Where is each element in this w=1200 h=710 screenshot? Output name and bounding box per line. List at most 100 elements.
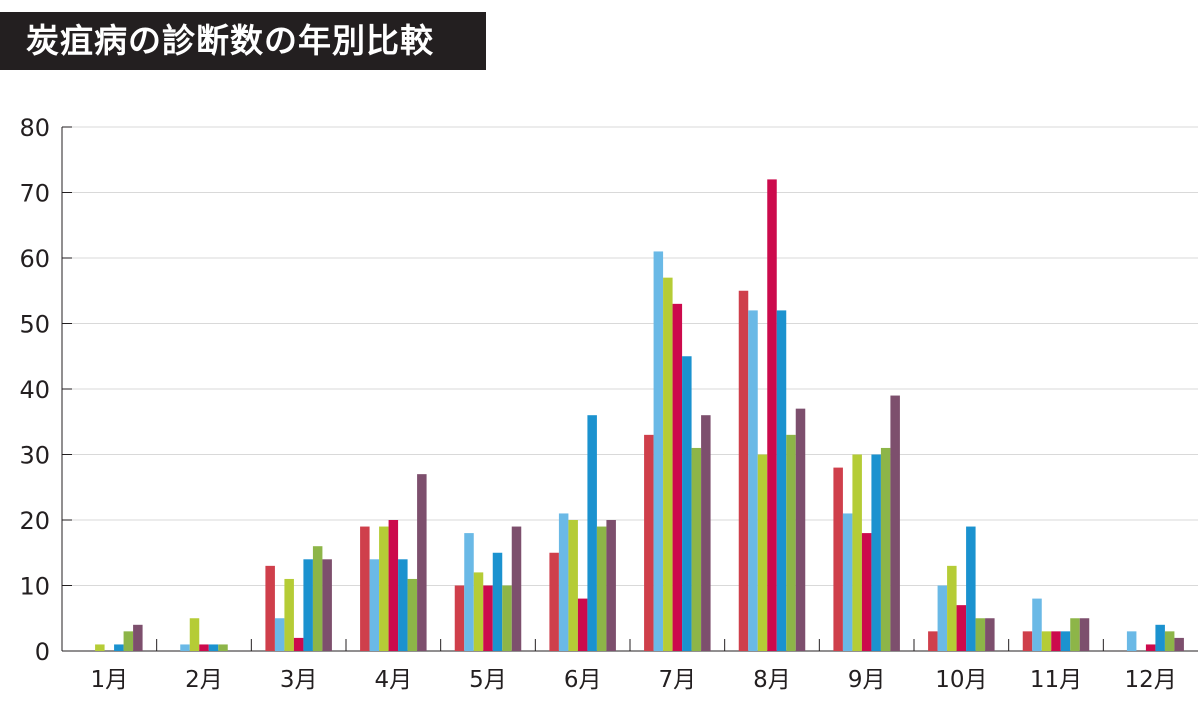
chart-title: 炭疽病の診断数の年別比較 (0, 12, 486, 70)
bar-series-4-11月 (1051, 631, 1061, 651)
bar-series-1-7月 (644, 434, 654, 651)
bar-series-5-3月 (303, 559, 313, 651)
bar-series-7-7月 (701, 415, 711, 651)
bars (95, 179, 1184, 651)
bar-series-4-12月 (1145, 644, 1156, 651)
bar-series-2-3月 (274, 618, 285, 651)
bar-series-2-9月 (842, 513, 853, 651)
bar-series-4-3月 (293, 637, 304, 651)
bar-series-3-4月 (379, 526, 389, 651)
bar-series-1-4月 (360, 526, 370, 651)
bar-series-2-11月 (1032, 598, 1042, 651)
x-tick-label: 8月 (753, 667, 791, 693)
bar-series-1-9月 (833, 467, 843, 651)
bar-series-3-10月 (947, 565, 957, 651)
bar-series-7-5月 (511, 526, 522, 651)
y-tick-label: 30 (19, 442, 50, 470)
y-tick-label: 40 (19, 376, 50, 404)
bar-series-5-9月 (871, 454, 881, 651)
bar-series-6-9月 (880, 447, 891, 651)
bar-series-4-6月 (577, 598, 588, 651)
bar-series-6-6月 (596, 526, 607, 651)
bar-series-7-9月 (890, 395, 900, 651)
bar-series-5-8月 (776, 310, 787, 651)
bar-series-7-12月 (1174, 637, 1184, 651)
bar-series-3-11月 (1041, 631, 1052, 651)
bar-series-6-10月 (975, 618, 986, 651)
bar-series-5-1月 (114, 644, 124, 651)
bar-series-3-7月 (663, 277, 673, 651)
bar-series-3-6月 (568, 520, 578, 651)
bar-series-7-10月 (985, 618, 995, 651)
x-tick-label: 11月 (1030, 667, 1082, 693)
bar-series-7-3月 (322, 559, 332, 651)
x-tick-label: 6月 (564, 667, 602, 693)
x-tick-label: 12月 (1125, 667, 1177, 693)
y-tick-label: 20 (19, 507, 50, 535)
x-tick-label: 5月 (469, 667, 507, 693)
y-tick-label: 10 (19, 573, 50, 601)
bar-series-4-7月 (672, 303, 683, 651)
bar-series-7-4月 (417, 474, 427, 651)
bar-series-1-8月 (738, 290, 749, 651)
bar-series-6-11月 (1070, 618, 1080, 651)
bar-series-3-5月 (473, 572, 484, 651)
bar-series-4-10月 (956, 605, 967, 651)
bar-series-5-12月 (1155, 624, 1165, 651)
bar-series-6-2月 (218, 644, 228, 651)
x-tick-label: 2月 (185, 667, 223, 693)
bar-series-3-2月 (189, 618, 200, 651)
bar-series-5-11月 (1060, 631, 1071, 651)
bar-series-4-4月 (388, 520, 399, 651)
y-tick-label: 0 (35, 638, 50, 666)
x-tick-label: 7月 (659, 667, 697, 693)
bar-series-2-5月 (464, 533, 474, 651)
bar-series-7-8月 (795, 408, 806, 651)
y-tick-label: 70 (19, 180, 50, 208)
y-tick-label: 50 (19, 311, 50, 339)
axes (61, 126, 1198, 652)
grid-lines (62, 126, 1198, 586)
bar-series-6-3月 (312, 546, 323, 651)
bar-series-1-11月 (1022, 631, 1033, 651)
x-tick-label: 10月 (935, 667, 987, 693)
bar-series-4-9月 (861, 533, 872, 651)
bar-series-2-8月 (748, 310, 758, 651)
bar-series-6-1月 (123, 631, 134, 651)
bar-series-7-1月 (133, 624, 143, 651)
bar-series-1-5月 (454, 585, 465, 651)
bar-series-3-8月 (757, 454, 768, 651)
bar-series-6-7月 (691, 447, 702, 651)
bar-series-2-10月 (937, 585, 948, 651)
bar-series-6-4月 (407, 578, 418, 651)
bar-series-1-3月 (265, 565, 275, 651)
bar-series-4-8月 (767, 179, 777, 651)
bar-series-5-7月 (682, 356, 692, 651)
bar-series-6-5月 (502, 585, 512, 651)
bar-series-7-6月 (606, 520, 616, 651)
bar-series-2-12月 (1126, 631, 1137, 651)
y-tick-label: 60 (19, 245, 50, 273)
bar-series-2-7月 (653, 251, 664, 651)
y-tick-label: 80 (19, 114, 50, 142)
x-tick-label: 1月 (91, 667, 129, 693)
bar-series-5-5月 (492, 552, 503, 651)
bar-series-6-8月 (786, 434, 796, 651)
bar-series-2-6月 (558, 513, 569, 651)
bar-series-4-5月 (483, 585, 493, 651)
bar-series-5-6月 (587, 415, 597, 651)
bar-series-4-2月 (199, 644, 209, 651)
bar-series-1-6月 (549, 552, 559, 651)
bar-series-2-4月 (369, 559, 380, 651)
bar-series-7-11月 (1079, 618, 1090, 651)
bar-series-1-10月 (928, 631, 938, 651)
x-tick-label: 3月 (280, 667, 318, 693)
bar-series-5-2月 (208, 644, 219, 651)
bar-series-6-12月 (1164, 631, 1175, 651)
bar-series-2-2月 (180, 644, 190, 651)
bar-series-3-3月 (284, 578, 294, 651)
bar-series-3-1月 (95, 644, 105, 651)
x-tick-label: 4月 (375, 667, 413, 693)
bar-series-5-4月 (398, 559, 408, 651)
